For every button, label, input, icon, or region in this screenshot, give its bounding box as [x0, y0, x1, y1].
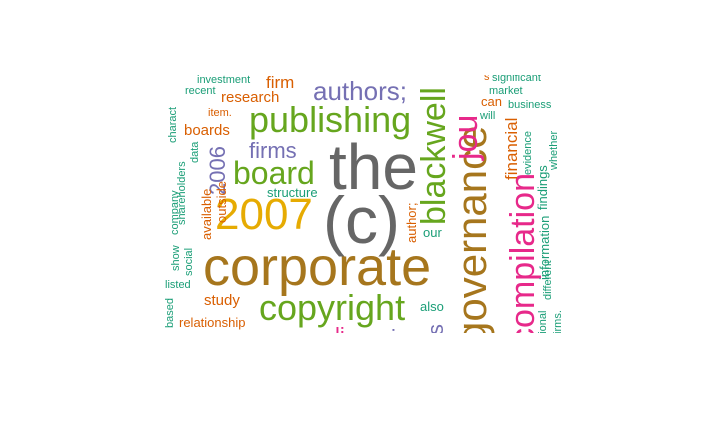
- word-evidence: evidence: [522, 130, 534, 175]
- word-research: research: [221, 89, 280, 106]
- word-different: different: [542, 260, 554, 300]
- word-fragment-purple-2: i: [391, 327, 396, 334]
- word-copyright: copyright: [259, 287, 406, 328]
- word-firms: firms: [249, 138, 297, 163]
- word-investment: investment: [197, 75, 251, 86]
- word-social: social: [183, 247, 195, 276]
- word-author: author;: [404, 202, 419, 243]
- word-outside: outside: [214, 181, 229, 223]
- word-show: show: [170, 245, 182, 271]
- word-data: data: [189, 141, 201, 163]
- word-the: the: [329, 131, 418, 203]
- word-charact: charact: [167, 106, 179, 143]
- word-available: available: [199, 188, 214, 240]
- word-blackwell: blackwell: [415, 87, 453, 225]
- word-item: item.: [208, 107, 232, 119]
- word-national: ational: [537, 310, 549, 333]
- word-firms2: firms.: [552, 310, 564, 333]
- word-journal: jou: [447, 114, 485, 160]
- word-board: board: [233, 155, 315, 191]
- word-boards: boards: [184, 122, 230, 139]
- word-company: company: [169, 190, 181, 235]
- word-corporate: corporate: [203, 237, 432, 297]
- word-relationship: relationship: [179, 315, 246, 330]
- word-structure: structure: [267, 185, 318, 200]
- word-cloud: the (c) corporate 2007 copyright publish…: [163, 75, 580, 333]
- word-publishing: publishing: [249, 99, 412, 140]
- word-also: also: [420, 299, 444, 314]
- word-firm: firm: [266, 75, 295, 92]
- word-findings: findings: [535, 165, 550, 210]
- word-can: can: [481, 94, 502, 109]
- word-based: based: [164, 298, 176, 328]
- word-financial: financial: [502, 117, 521, 180]
- word-s: s: [484, 75, 490, 83]
- word-listed: listed: [165, 279, 191, 291]
- word-our: our: [423, 225, 442, 240]
- word-study: study: [204, 292, 240, 309]
- word-authors: authors;: [313, 76, 407, 106]
- word-c: (c): [323, 183, 400, 257]
- word-whether: whether: [548, 130, 560, 170]
- word-will: will: [480, 110, 496, 122]
- word-fragment-purple-1: li: [335, 325, 345, 334]
- word-significant: significant: [492, 75, 541, 84]
- word-2007: 2007: [215, 190, 313, 239]
- word-is: is: [423, 324, 448, 333]
- word-recent: recent: [185, 85, 216, 97]
- word-business: business: [508, 99, 552, 111]
- word-market: market: [489, 85, 523, 97]
